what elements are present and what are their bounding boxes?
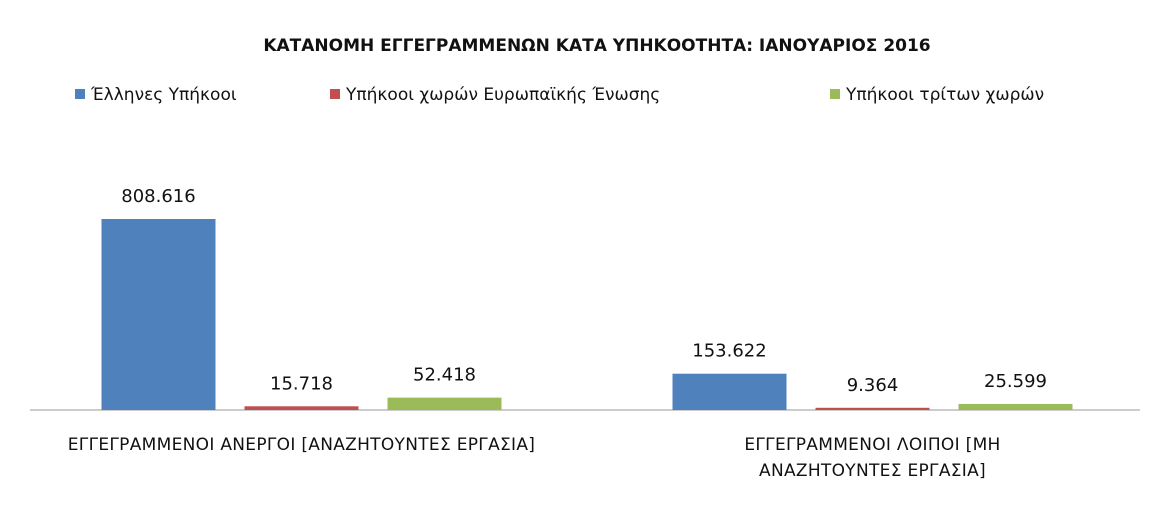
data-label: 25.599 [984,371,1047,392]
legend-swatch [75,89,85,99]
bar [244,406,359,410]
x-tick-label: ΕΓΓΕΓΡΑΜΜΕΝΟΙ ΛΟΙΠΟΙ [ΜΗ ΑΝΑΖΗΤΟΥΝΤΕΣ ΕΡ… [744,435,1001,481]
data-label: 52.418 [413,365,476,386]
data-label: 808.616 [121,186,195,207]
bar [101,219,216,410]
legend-label: Υπήκοοι τρίτων χωρών [845,85,1044,105]
x-tick-label: ΕΓΓΕΓΡΑΜΜΕΝΟΙ ΑΝΕΡΓΟΙ [ΑΝΑΖΗΤΟΥΝΤΕΣ ΕΡΓΑ… [67,435,536,455]
legend-swatch [330,89,340,99]
data-label: 153.622 [692,341,766,362]
legend-label: Έλληνες Υπήκοοι [90,85,237,105]
legend-swatch [830,89,840,99]
bar [815,407,930,410]
chart-title: ΚΑΤΑΝΟΜΗ ΕΓΓΕΓΡΑΜΜΕΝΩΝ ΚΑΤΑ ΥΠΗΚΟΟΤΗΤΑ: … [263,36,930,56]
data-label: 15.718 [270,373,333,394]
legend-label: Υπήκοοι χωρών Ευρωπαϊκής Ένωσης [345,85,660,105]
bar [387,397,502,410]
bar [672,373,787,410]
bar [958,403,1073,410]
data-label: 9.364 [847,375,899,396]
